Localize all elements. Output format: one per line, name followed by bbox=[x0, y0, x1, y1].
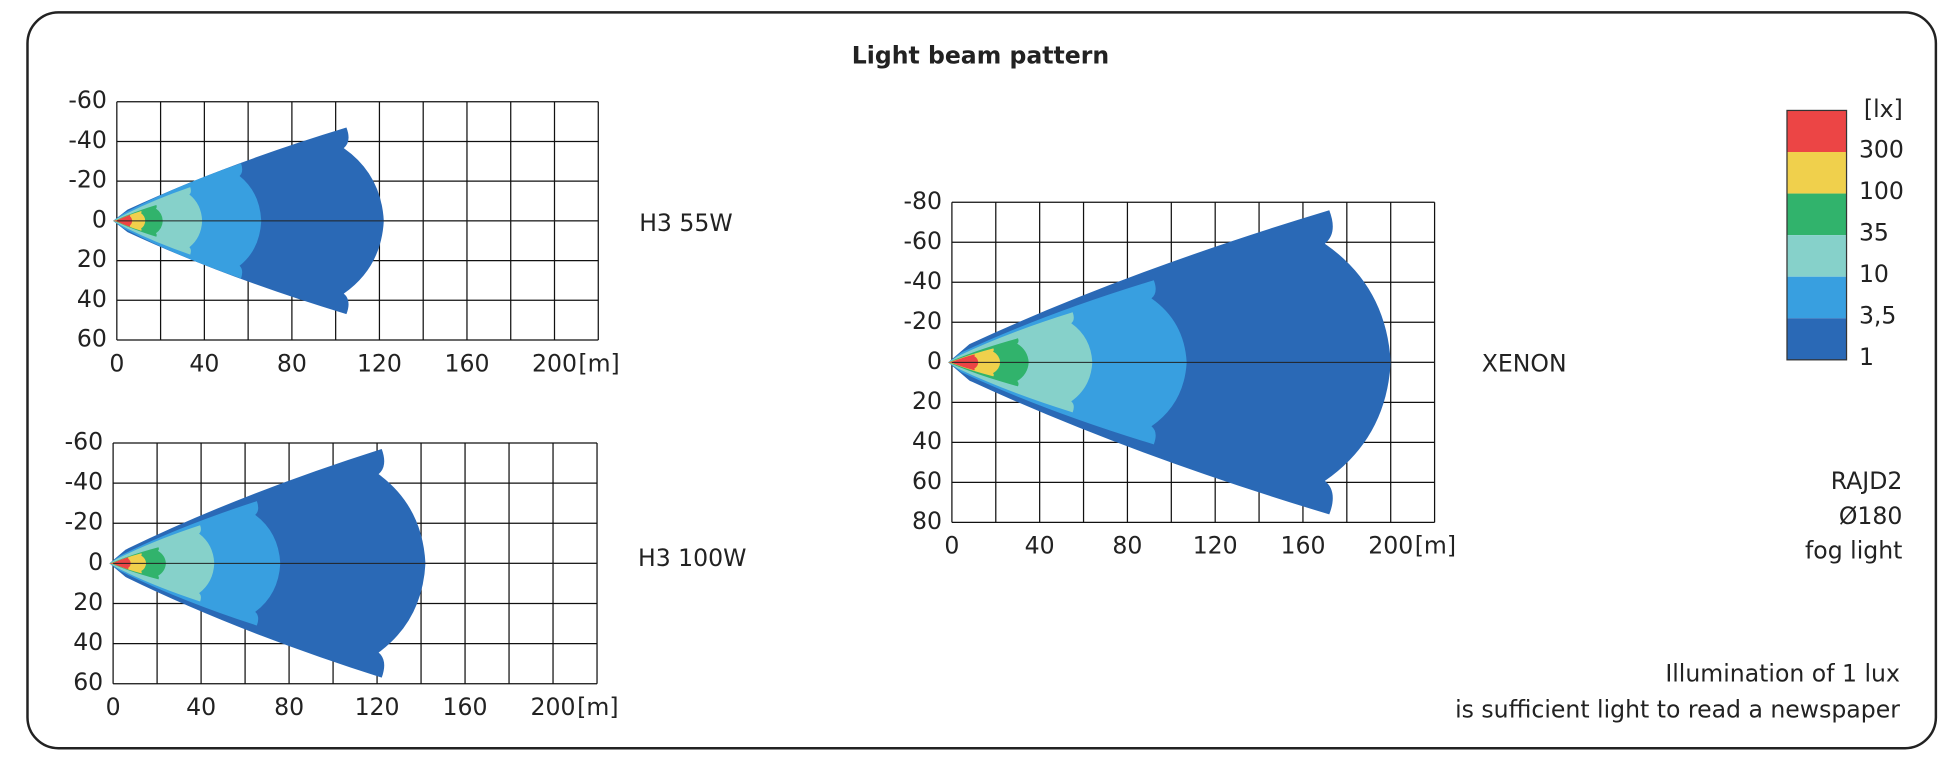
x-tick-label: 80 bbox=[274, 693, 304, 721]
y-tick-label: -20 bbox=[65, 508, 103, 536]
legend-label: 35 bbox=[1859, 218, 1889, 246]
x-unit: [m] bbox=[1415, 532, 1456, 560]
legend-border bbox=[1786, 109, 1848, 361]
y-tick-label: -20 bbox=[903, 307, 942, 335]
legend-swatch bbox=[1786, 110, 1847, 153]
y-tick-label: 0 bbox=[92, 205, 107, 233]
legend-swatch bbox=[1786, 235, 1847, 277]
y-tick-label: 60 bbox=[77, 324, 107, 352]
y-tick-label: -60 bbox=[68, 86, 107, 114]
y-tick-label: 20 bbox=[77, 245, 107, 273]
y-tick-label: -40 bbox=[65, 468, 103, 496]
x-tick-label: 160 bbox=[444, 349, 489, 377]
x-tick-label: 160 bbox=[1280, 532, 1325, 560]
legend-label: 300 bbox=[1859, 135, 1904, 163]
x-tick-label: 0 bbox=[106, 693, 121, 721]
x-tick-label: 200 bbox=[531, 693, 576, 721]
note: RAJD2 bbox=[1831, 467, 1903, 495]
y-tick-label: 20 bbox=[73, 588, 103, 616]
footnote: is sufficient light to read a newspaper bbox=[1455, 695, 1900, 723]
legend-label: 3,5 bbox=[1859, 302, 1896, 330]
y-tick-label: 80 bbox=[912, 507, 942, 535]
x-tick-label: 200 bbox=[532, 349, 577, 377]
legend-swatch bbox=[1786, 276, 1847, 319]
x-unit: [m] bbox=[578, 349, 619, 377]
legend-label: 1 bbox=[1859, 343, 1874, 371]
panel-label: H3 100W bbox=[638, 544, 746, 572]
legend-unit: [lx] bbox=[1864, 95, 1903, 123]
x-tick-label: 0 bbox=[944, 532, 959, 560]
y-tick-label: -60 bbox=[65, 427, 103, 455]
y-tick-label: 60 bbox=[73, 668, 103, 696]
footnote: Illumination of 1 lux bbox=[1665, 660, 1900, 688]
y-tick-label: 0 bbox=[88, 548, 103, 576]
legend-label: 100 bbox=[1859, 177, 1904, 205]
legend-swatch bbox=[1786, 193, 1847, 236]
x-tick-label: 40 bbox=[189, 349, 219, 377]
y-tick-label: 20 bbox=[912, 387, 942, 415]
panel-label: XENON bbox=[1482, 349, 1567, 377]
x-tick-label: 120 bbox=[355, 693, 400, 721]
y-tick-label: -40 bbox=[903, 267, 942, 295]
x-unit: [m] bbox=[577, 693, 618, 721]
panel-label: H3 55W bbox=[639, 209, 732, 237]
legend-swatch bbox=[1786, 318, 1847, 360]
legend-swatch bbox=[1786, 152, 1847, 194]
y-tick-label: -60 bbox=[903, 227, 942, 255]
y-tick-label: 40 bbox=[912, 427, 942, 455]
legend-label: 10 bbox=[1859, 260, 1889, 288]
x-tick-label: 80 bbox=[277, 349, 307, 377]
x-tick-label: 120 bbox=[357, 349, 402, 377]
y-tick-label: 0 bbox=[927, 347, 942, 375]
title: Light beam pattern bbox=[852, 42, 1109, 70]
x-tick-label: 200 bbox=[1368, 532, 1413, 560]
x-tick-label: 120 bbox=[1193, 532, 1238, 560]
x-tick-label: 80 bbox=[1112, 532, 1142, 560]
y-tick-label: 40 bbox=[77, 285, 107, 313]
y-tick-label: -80 bbox=[903, 187, 942, 215]
y-tick-label: 60 bbox=[912, 467, 942, 495]
x-tick-label: 40 bbox=[1025, 532, 1055, 560]
y-tick-label: -40 bbox=[68, 126, 107, 154]
y-tick-label: 40 bbox=[73, 628, 103, 656]
frame bbox=[26, 11, 1938, 750]
x-tick-label: 0 bbox=[109, 349, 124, 377]
note: fog light bbox=[1805, 537, 1902, 565]
y-tick-label: -20 bbox=[68, 166, 107, 194]
x-tick-label: 40 bbox=[186, 693, 216, 721]
x-tick-label: 160 bbox=[443, 693, 488, 721]
note: Ø180 bbox=[1839, 502, 1903, 530]
